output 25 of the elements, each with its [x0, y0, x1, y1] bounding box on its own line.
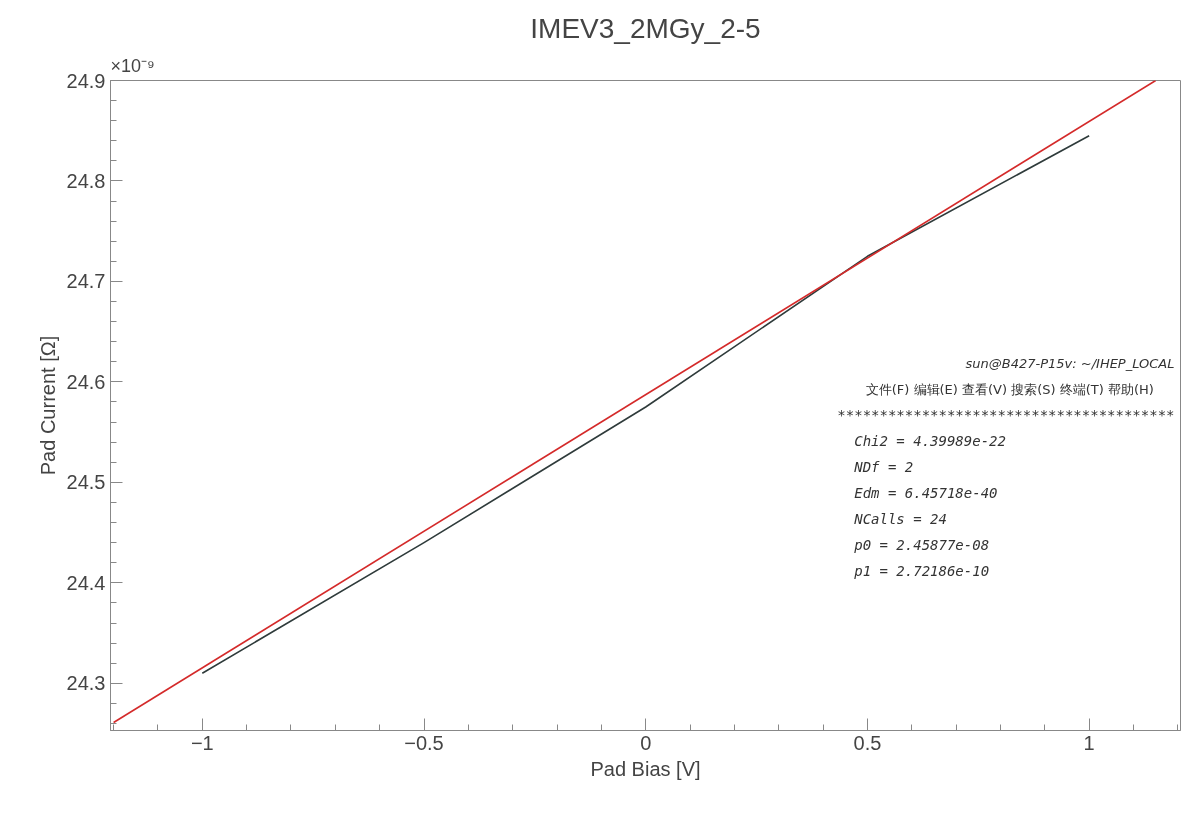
x-tick-label: −1	[190, 731, 214, 754]
annotation: sun@B427-P15v: ~/IHEP_LOCAL	[965, 355, 1175, 371]
x-tick-label: 0	[640, 731, 652, 754]
annotation: NCalls = 24	[853, 510, 947, 527]
x-tick-label: 0.5	[853, 731, 882, 754]
annotation: NDf = 2	[853, 458, 914, 475]
annotation: Chi2 = 4.39989e-22	[854, 432, 1006, 449]
annotation: p1 = 2.72186e-10	[853, 562, 990, 579]
annotation: ****************************************	[837, 406, 1175, 423]
y-tick-label: 24.8	[66, 169, 106, 192]
y-tick-label: 24.9	[66, 69, 106, 92]
annotation: 文件(F) 编辑(E) 查看(V) 搜索(S) 终端(T) 帮助(H)	[865, 381, 1154, 397]
y-tick-label: 24.6	[66, 370, 106, 393]
text: ×10⁻⁹	[110, 55, 155, 76]
y-tick-label: 24.7	[66, 270, 106, 293]
y-tick-label: 24.5	[66, 471, 106, 494]
y-axis-title: Pad Current [Ω]	[36, 335, 59, 476]
x-tick-label: 1	[1083, 731, 1095, 754]
annotation: p0 = 2.45877e-08	[853, 536, 990, 553]
chart-title: IMEV3_2MGy_2-5	[530, 12, 761, 44]
annotation: Edm = 6.45718e-40	[854, 484, 998, 501]
x-axis-title: Pad Bias [V]	[590, 757, 701, 780]
x-tick-label: −0.5	[404, 731, 444, 754]
y-tick-label: 24.4	[66, 571, 106, 594]
y-tick-label: 24.3	[66, 672, 106, 695]
